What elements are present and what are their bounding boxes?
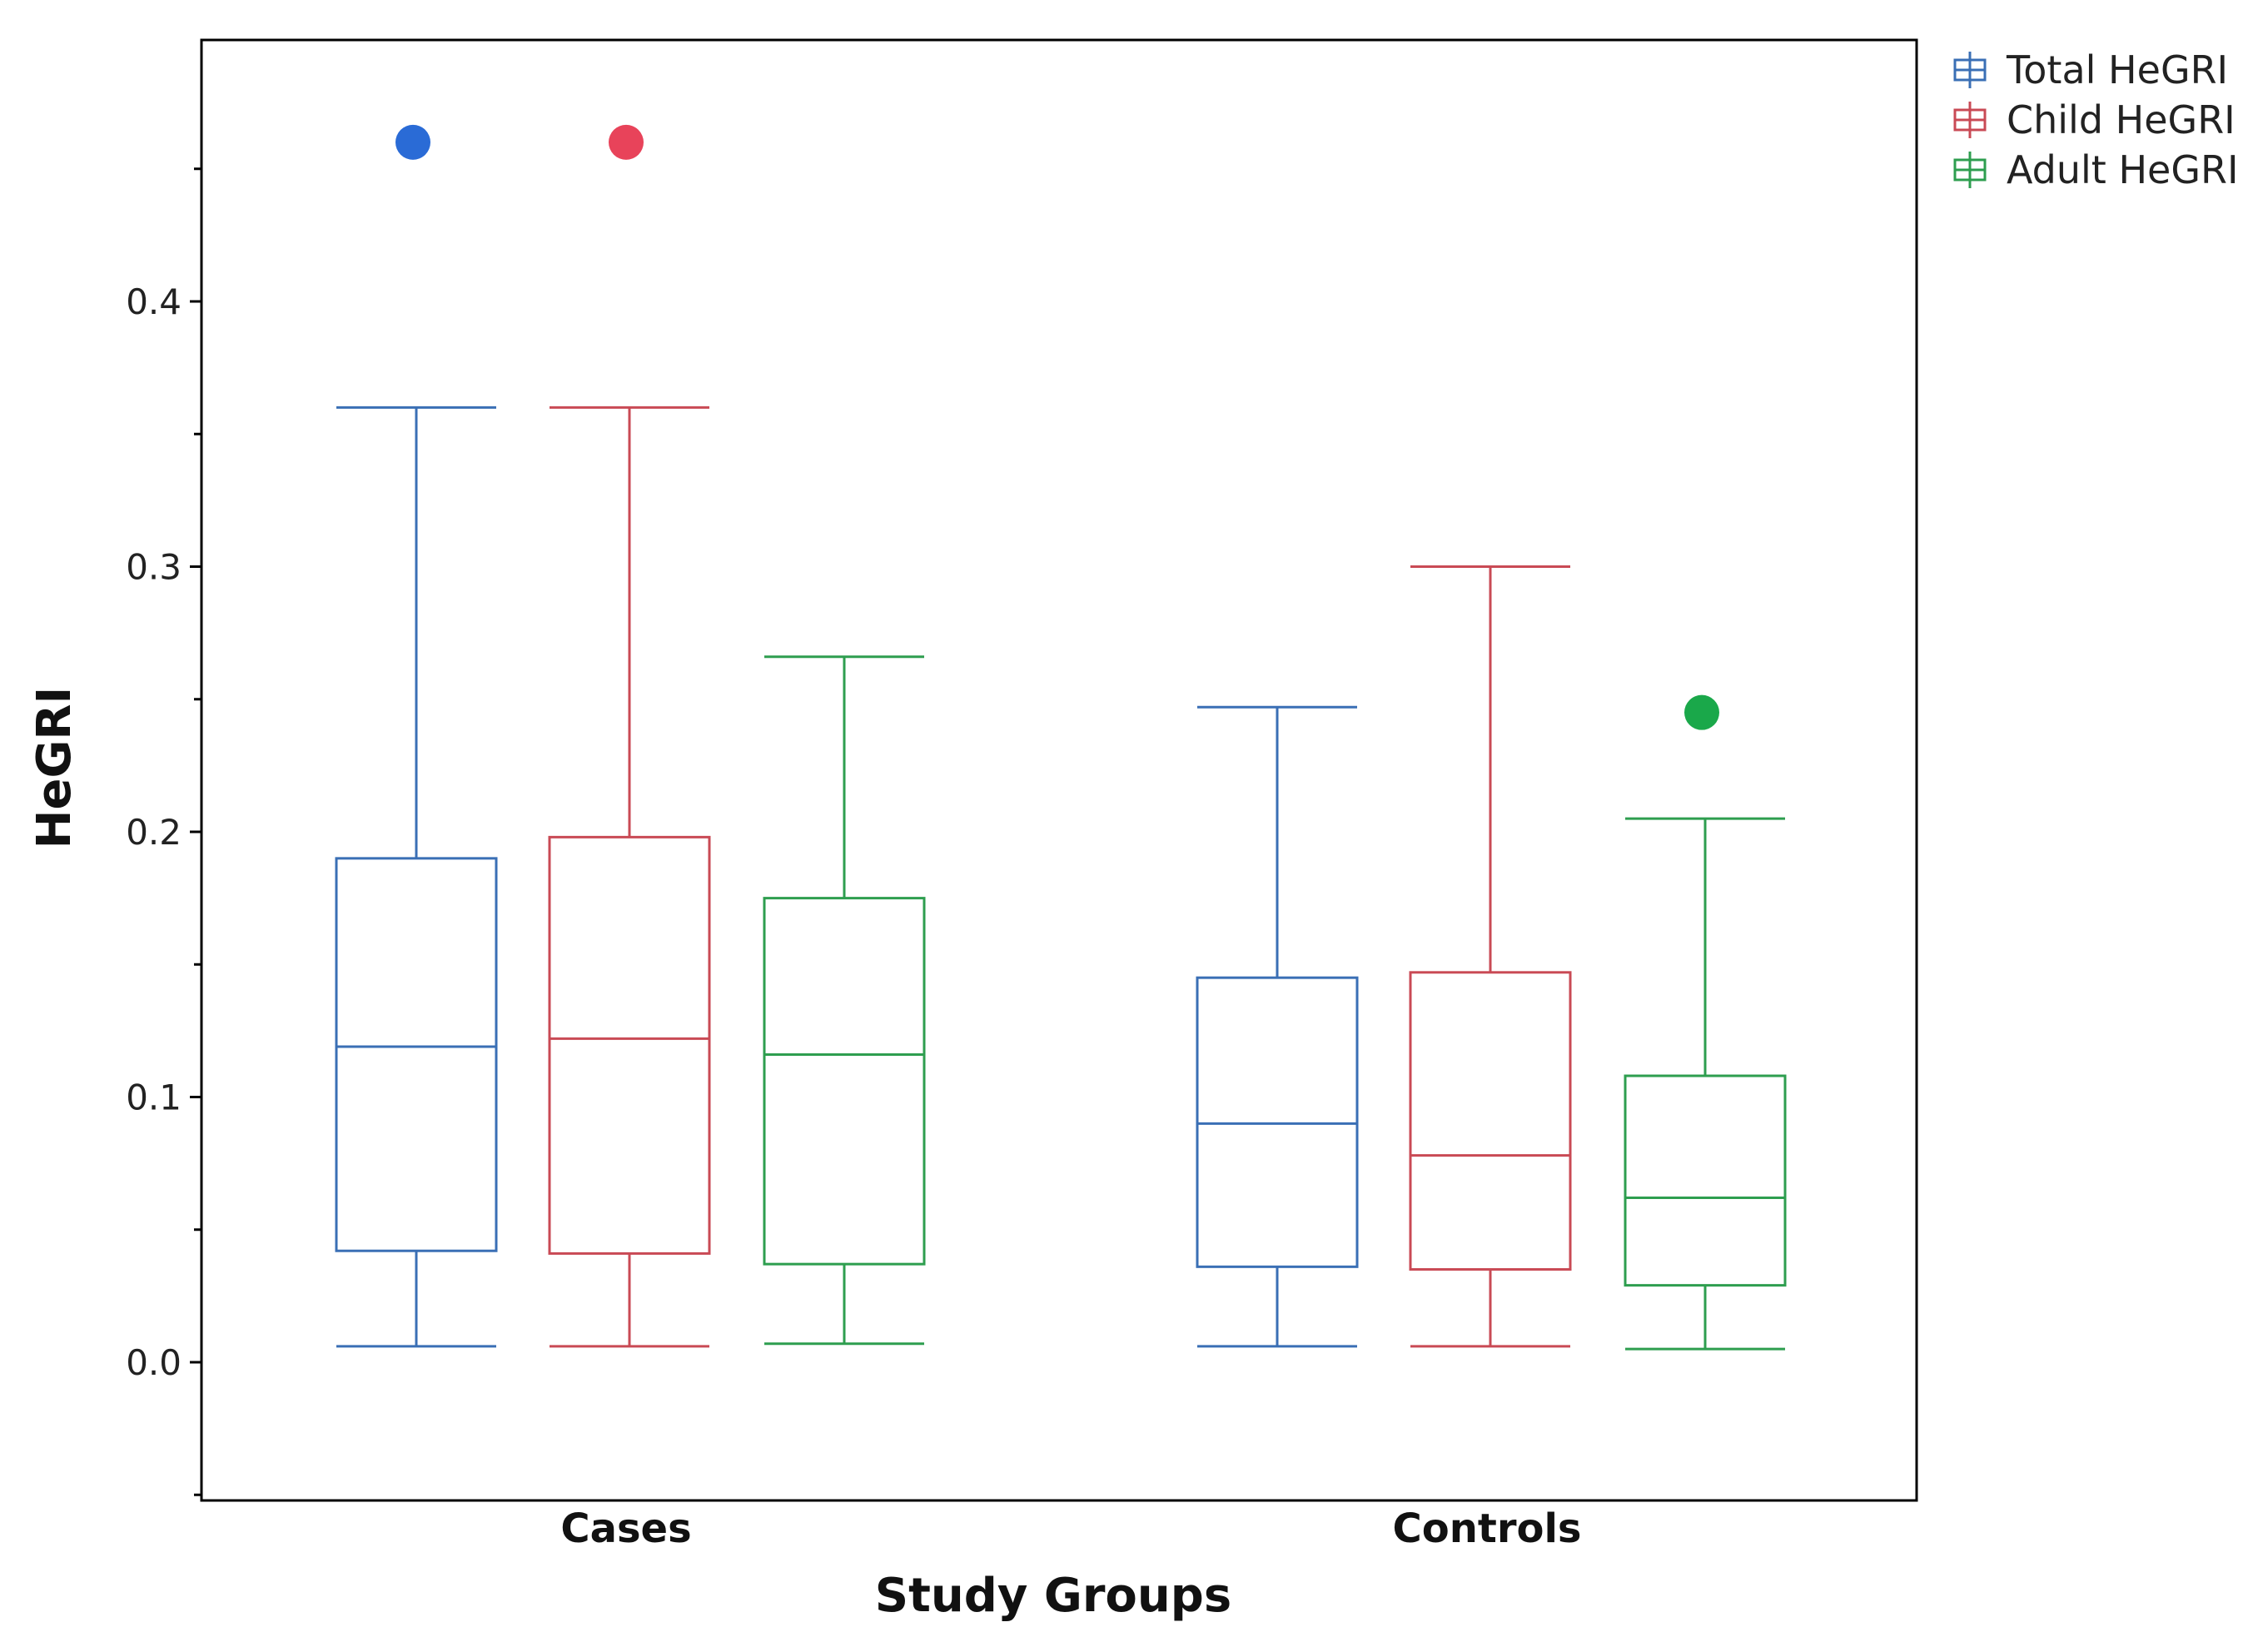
legend-item: Adult HeGRI <box>1953 147 2239 192</box>
iqr-box <box>548 835 711 1255</box>
legend-item: Total HeGRI <box>1953 47 2228 92</box>
box-total-hegri-controls <box>1196 705 1359 1348</box>
box-child-hegri-cases <box>548 124 711 1348</box>
box-adult-hegri-cases <box>763 655 926 1346</box>
y-tick-label: 0.2 <box>126 812 182 853</box>
y-tick-label: 0.0 <box>126 1342 182 1383</box>
legend-label: Adult HeGRI <box>2007 147 2239 192</box>
y-tick-label: 0.3 <box>126 547 182 588</box>
y-axis-title: HeGRI <box>27 687 82 849</box>
x-category-label: Controls <box>1393 1505 1582 1552</box>
box-groups <box>335 124 1787 1351</box>
legend-box-icon <box>1953 52 1987 88</box>
iqr-box <box>1409 971 1572 1271</box>
legend-item: Child HeGRI <box>1953 97 2236 142</box>
legend: Total HeGRI Child HeGRI Adult HeGRI <box>1953 47 2239 192</box>
y-axis: 0.0 0.1 0.2 0.3 0.4 <box>126 167 201 1496</box>
x-category-label: Cases <box>560 1505 691 1552</box>
iqr-box <box>1624 1074 1787 1287</box>
box-adult-hegri-controls <box>1624 694 1787 1351</box>
iqr-box <box>335 857 498 1252</box>
plot-frame <box>200 38 1918 1502</box>
box-child-hegri-controls <box>1409 565 1572 1348</box>
y-tick-label: 0.4 <box>126 281 182 322</box>
iqr-box <box>1196 976 1359 1268</box>
outlier-point <box>395 124 430 160</box>
legend-label: Total HeGRI <box>2006 47 2228 92</box>
x-axis-title: Study Groups <box>875 1569 1231 1623</box>
box-total-hegri-cases <box>335 124 498 1348</box>
legend-box-icon <box>1953 152 1987 188</box>
iqr-box <box>763 897 926 1266</box>
y-tick-label: 0.1 <box>126 1077 182 1118</box>
x-axis-category-labels: Cases Controls <box>560 1505 1581 1552</box>
legend-box-icon <box>1953 102 1987 138</box>
outlier-point <box>609 124 644 160</box>
outlier-point <box>1684 694 1719 730</box>
legend-label: Child HeGRI <box>2007 97 2236 142</box>
